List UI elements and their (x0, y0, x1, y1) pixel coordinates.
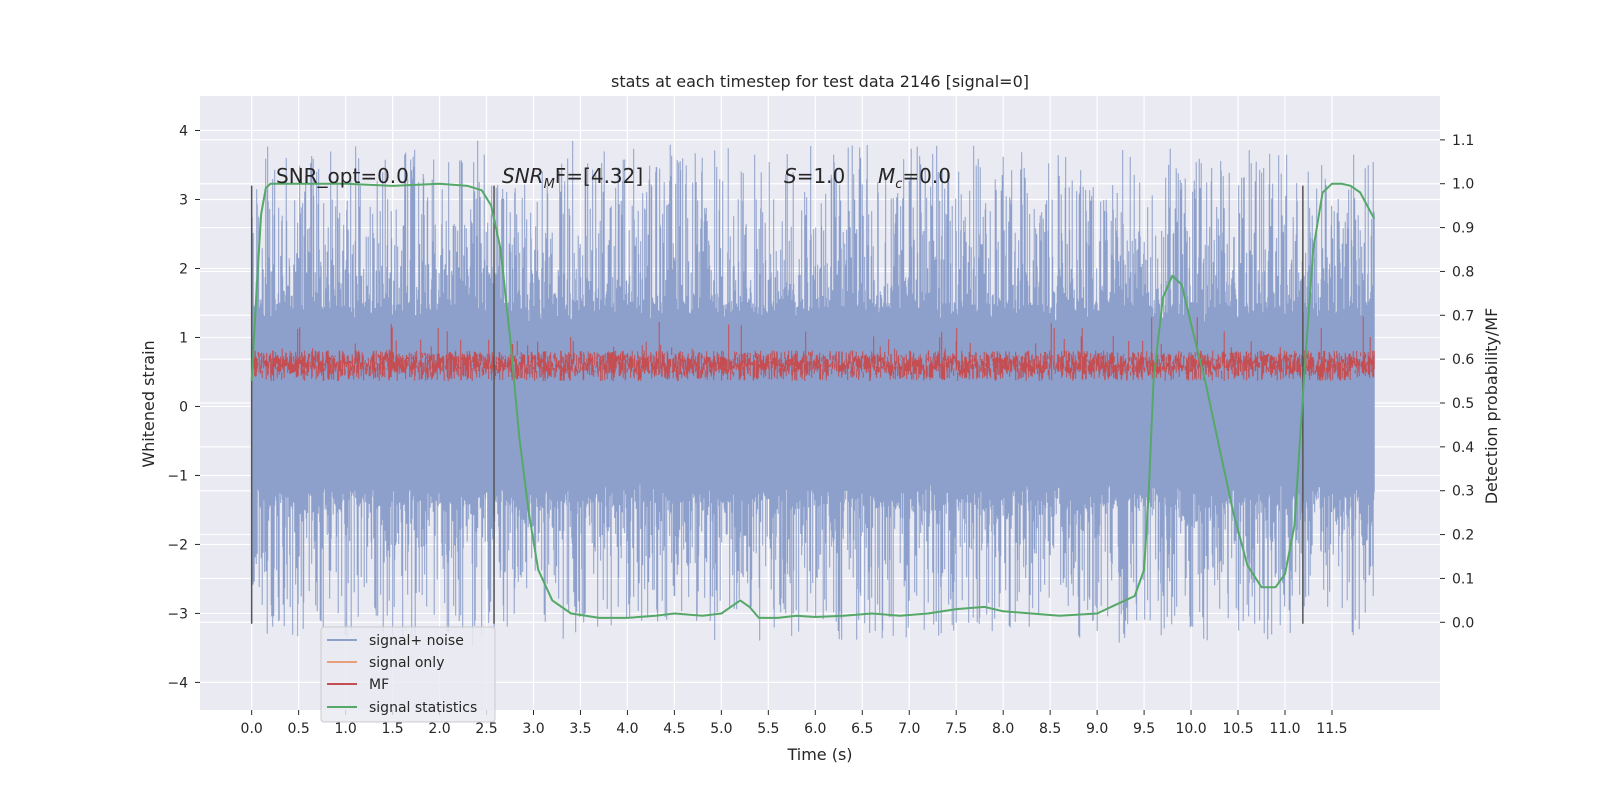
y2-tick-label: 1.0 (1452, 177, 1474, 193)
annotations: SNR_opt=0.0 SNRMF=[4.32] S=1.0 Mc=0.0 (276, 164, 951, 192)
x-tick-label: 11.0 (1269, 721, 1300, 737)
y-tick-label: 0 (179, 399, 188, 415)
legend-label-signal-only: signal only (369, 655, 444, 671)
y2-tick-label: 0.3 (1452, 484, 1474, 500)
legend-box (320, 626, 496, 723)
x-tick-label: 4.0 (616, 721, 638, 737)
x-tick-label: 0.5 (288, 721, 310, 737)
y2-tick-label: 0.2 (1452, 528, 1474, 544)
x-axis-label: Time (s) (786, 745, 852, 764)
x-tick-label: 3.0 (522, 721, 544, 737)
x-tick-label: 7.5 (945, 721, 967, 737)
y-axis-ticks: 4 3 2 1 0 −1 −2 −3 −4 (167, 123, 200, 691)
y2-tick-label: 0.9 (1452, 221, 1474, 237)
x-tick-label: 6.0 (804, 721, 826, 737)
y2-tick-label: 0.1 (1452, 571, 1474, 587)
y2-axis-label: Detection probability/MF (1482, 308, 1501, 505)
y-tick-label: −3 (167, 606, 188, 622)
x-tick-label: 7.0 (898, 721, 920, 737)
x-tick-label: 10.5 (1222, 721, 1253, 737)
legend-label-signal-statistics: signal statistics (369, 700, 477, 716)
signal-statistics-line (250, 182, 1376, 619)
legend: signal+ noise signal only MF signal stat… (320, 626, 496, 723)
annotation-snr-mf: SNRMF=[4.32] (502, 164, 643, 192)
x-tick-label: 0.0 (241, 721, 263, 737)
annotation-s: S=1.0 (784, 164, 845, 188)
x-tick-label: 2.0 (428, 721, 450, 737)
x-tick-label: 3.5 (569, 721, 591, 737)
x-tick-label: 10.0 (1175, 721, 1206, 737)
y2-tick-label: 0.6 (1452, 352, 1474, 368)
y2-tick-label: 0.8 (1452, 264, 1474, 280)
y-axis-label: Whitened strain (139, 340, 158, 467)
x-tick-label: 1.0 (334, 721, 356, 737)
y2-tick-label: 1.1 (1452, 133, 1474, 149)
annotation-mc: Mc=0.0 (878, 164, 951, 192)
y-tick-label: 4 (179, 123, 188, 139)
x-tick-label: 11.5 (1316, 721, 1347, 737)
x-tick-label: 8.0 (992, 721, 1014, 737)
x-axis-ticks: 0.0 0.5 1.0 1.5 2.0 2.5 3.0 3.5 4.0 4.5 5.0 5.5 6.0 6… (241, 710, 1348, 737)
y-tick-label: −4 (167, 675, 188, 691)
x-tick-label: 6.5 (851, 721, 873, 737)
y-tick-label: 1 (179, 330, 188, 346)
x-tick-label: 1.5 (381, 721, 403, 737)
x-tick-label: 4.5 (663, 721, 685, 737)
y2-tick-label: 0.0 (1452, 615, 1474, 631)
y2-axis-ticks: 1.1 1.0 0.9 0.8 0.7 0.6 0.5 0.4 0.3 0.2 0.1 0.0 (1440, 133, 1474, 631)
x-tick-label: 5.0 (710, 721, 732, 737)
chart-title: stats at each timestep for test data 214… (611, 72, 1029, 91)
legend-label-mf: MF (369, 677, 389, 693)
y2-tick-label: 0.5 (1452, 396, 1474, 412)
x-tick-label: 9.0 (1086, 721, 1108, 737)
x-tick-label: 9.5 (1133, 721, 1155, 737)
y-tick-label: 2 (179, 261, 188, 277)
y2-tick-label: 0.4 (1452, 440, 1474, 456)
annotation-snr-opt: SNR_opt=0.0 (276, 164, 409, 188)
signal-statistics-series (250, 182, 1376, 619)
x-tick-label: 5.5 (757, 721, 779, 737)
x-tick-label: 2.5 (475, 721, 497, 737)
y-tick-label: −2 (167, 537, 188, 553)
y-tick-label: −1 (167, 468, 188, 484)
y-tick-label: 3 (179, 192, 188, 208)
x-tick-label: 8.5 (1039, 721, 1061, 737)
legend-label-signal-noise: signal+ noise (369, 633, 464, 649)
y2-tick-label: 0.7 (1452, 308, 1474, 324)
